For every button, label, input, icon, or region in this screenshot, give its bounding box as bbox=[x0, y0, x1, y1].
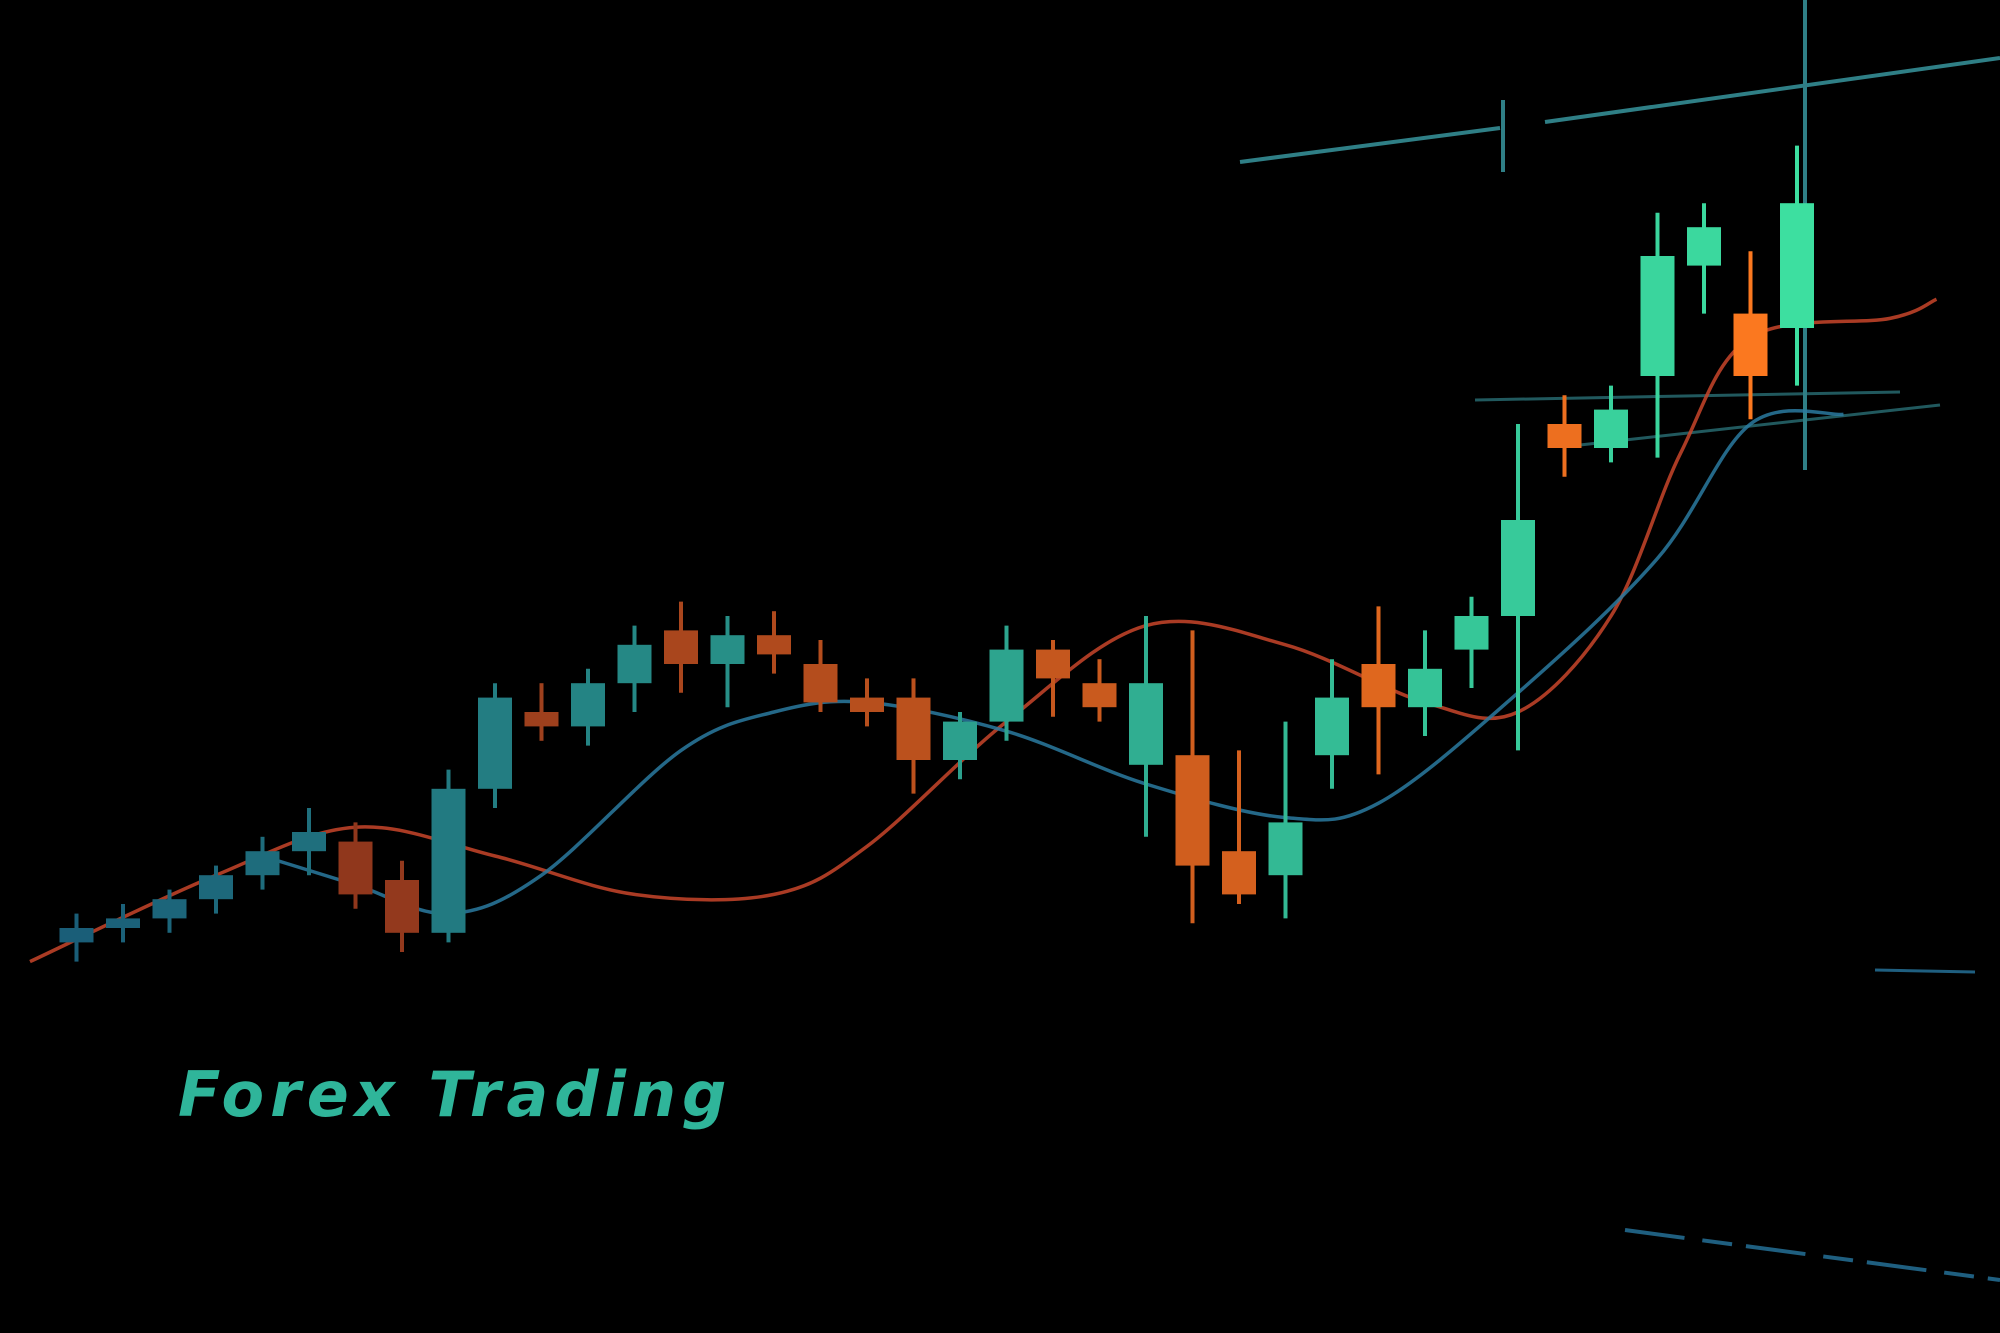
bearish-candle bbox=[1082, 659, 1117, 722]
bearish-candle bbox=[338, 822, 373, 909]
candle-body bbox=[1780, 203, 1814, 328]
bearish-candle bbox=[850, 678, 884, 727]
bullish-candle bbox=[943, 712, 977, 780]
moving-average-line-1 bbox=[29, 297, 1938, 964]
candle-body bbox=[571, 683, 605, 727]
bearish-candle bbox=[385, 860, 419, 952]
candle-body bbox=[199, 875, 233, 900]
candle-body bbox=[1082, 683, 1117, 708]
bullish-candle bbox=[710, 616, 745, 708]
bullish-candle bbox=[1594, 385, 1628, 463]
bearish-candle bbox=[1175, 630, 1210, 924]
bullish-candle bbox=[1640, 212, 1675, 458]
bullish-candle bbox=[571, 668, 605, 746]
candle-body bbox=[1175, 755, 1210, 866]
candle-body bbox=[989, 649, 1024, 722]
bearish-candle bbox=[1361, 606, 1396, 775]
moving-average-line-2 bbox=[261, 408, 1844, 916]
moving-average-lines bbox=[29, 297, 1938, 964]
candle-body bbox=[803, 664, 838, 703]
candle-body bbox=[1687, 227, 1721, 266]
candle-body bbox=[292, 832, 326, 852]
candle-body bbox=[1361, 664, 1396, 708]
bullish-candle bbox=[1454, 596, 1489, 688]
level-line bbox=[1474, 390, 1901, 402]
candle-body bbox=[896, 697, 931, 760]
bearish-candle bbox=[1547, 395, 1582, 477]
candle-body bbox=[59, 928, 94, 943]
candle-body bbox=[152, 899, 187, 919]
candle-body bbox=[1408, 668, 1442, 708]
candle-body bbox=[245, 851, 280, 876]
candle-body bbox=[943, 721, 977, 760]
level-line bbox=[1874, 968, 1976, 974]
candles bbox=[59, 145, 1814, 962]
candle-body bbox=[106, 918, 140, 928]
candle-body bbox=[478, 697, 512, 789]
level-line bbox=[1579, 403, 1941, 447]
bullish-candle bbox=[292, 808, 326, 876]
bearish-candle bbox=[524, 683, 559, 741]
candle-body bbox=[1036, 649, 1070, 679]
bearish-candle bbox=[1733, 251, 1768, 420]
candle-body bbox=[664, 630, 698, 664]
candle-body bbox=[385, 880, 419, 933]
bullish-candle bbox=[245, 836, 280, 890]
candle-body bbox=[338, 841, 373, 895]
candle-body bbox=[1315, 697, 1349, 756]
bullish-candle bbox=[617, 625, 652, 712]
bearish-candle bbox=[1036, 640, 1070, 717]
candle-body bbox=[1268, 822, 1303, 876]
bullish-candle bbox=[1687, 203, 1721, 314]
bullish-candle bbox=[1129, 616, 1163, 837]
bullish-candle bbox=[199, 865, 233, 914]
bullish-candle bbox=[989, 625, 1024, 741]
bullish-candle bbox=[1408, 630, 1442, 736]
bearish-candle bbox=[896, 678, 931, 794]
bearish-candle bbox=[757, 611, 791, 674]
candle-body bbox=[1454, 616, 1489, 650]
candle-body bbox=[1129, 683, 1163, 765]
bullish-candle bbox=[1501, 424, 1535, 751]
bullish-candle bbox=[59, 913, 94, 962]
level-line bbox=[1544, 56, 2000, 124]
candle-body bbox=[1640, 256, 1675, 376]
bullish-candle bbox=[1780, 145, 1814, 386]
bullish-candle bbox=[1268, 721, 1303, 919]
bullish-candle bbox=[106, 904, 140, 943]
bearish-candle bbox=[1222, 750, 1256, 904]
candle-body bbox=[850, 697, 884, 712]
candle-body bbox=[757, 635, 791, 655]
candle-body bbox=[710, 635, 745, 664]
candle-body bbox=[1547, 424, 1582, 448]
candle-body bbox=[524, 712, 559, 727]
bullish-candle bbox=[478, 683, 512, 808]
candle-body bbox=[1222, 851, 1256, 895]
bearish-candle bbox=[803, 640, 838, 712]
candle-body bbox=[431, 788, 466, 933]
forex-trading-label: Forex Trading bbox=[178, 1058, 733, 1131]
candle-body bbox=[1594, 409, 1628, 448]
bearish-candle bbox=[664, 601, 698, 693]
bullish-candle bbox=[431, 769, 466, 943]
candle-body bbox=[1733, 313, 1768, 376]
bullish-candle bbox=[1315, 659, 1349, 789]
candle-body bbox=[1501, 520, 1535, 616]
bullish-candle bbox=[152, 889, 187, 933]
level-line bbox=[1239, 126, 1501, 164]
candle-body bbox=[617, 644, 652, 684]
